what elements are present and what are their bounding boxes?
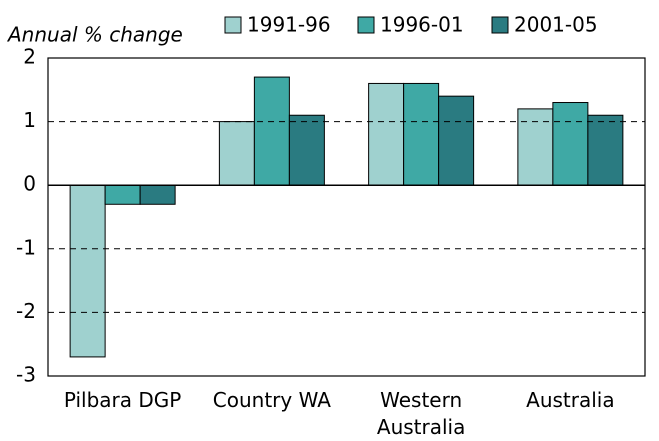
bar (104, 184, 141, 205)
bar (218, 121, 255, 186)
legend-label: 1991-96 (247, 13, 331, 37)
bar (139, 184, 176, 205)
x-tick-label: Pilbara DGP (63, 388, 182, 412)
bar (368, 82, 405, 186)
plot-frame (47, 57, 646, 377)
legend-swatch (224, 16, 242, 34)
bar (69, 184, 106, 358)
y-tick-label: 2 (23, 45, 36, 69)
y-axis-label: Annual % change (6, 23, 183, 47)
y-tick-label: 0 (23, 172, 36, 196)
legend-label: 2001-05 (514, 13, 598, 37)
bar (438, 95, 475, 186)
y-tick-label: -3 (16, 363, 36, 387)
x-tick-label: Western Australia (376, 388, 466, 439)
x-tick-label: Country WA (212, 388, 331, 412)
bar (587, 114, 624, 186)
bar (552, 102, 589, 186)
legend-swatch (357, 16, 375, 34)
y-tick-label: 1 (23, 108, 36, 132)
bar (288, 114, 325, 186)
legend-swatch (491, 16, 509, 34)
legend-label: 1996-01 (380, 13, 464, 37)
bar (517, 108, 554, 186)
x-tick-label: Australia (526, 388, 615, 412)
bar (403, 82, 440, 186)
y-tick-label: -1 (16, 235, 36, 259)
bar (253, 76, 290, 186)
y-tick-label: -2 (16, 299, 36, 323)
